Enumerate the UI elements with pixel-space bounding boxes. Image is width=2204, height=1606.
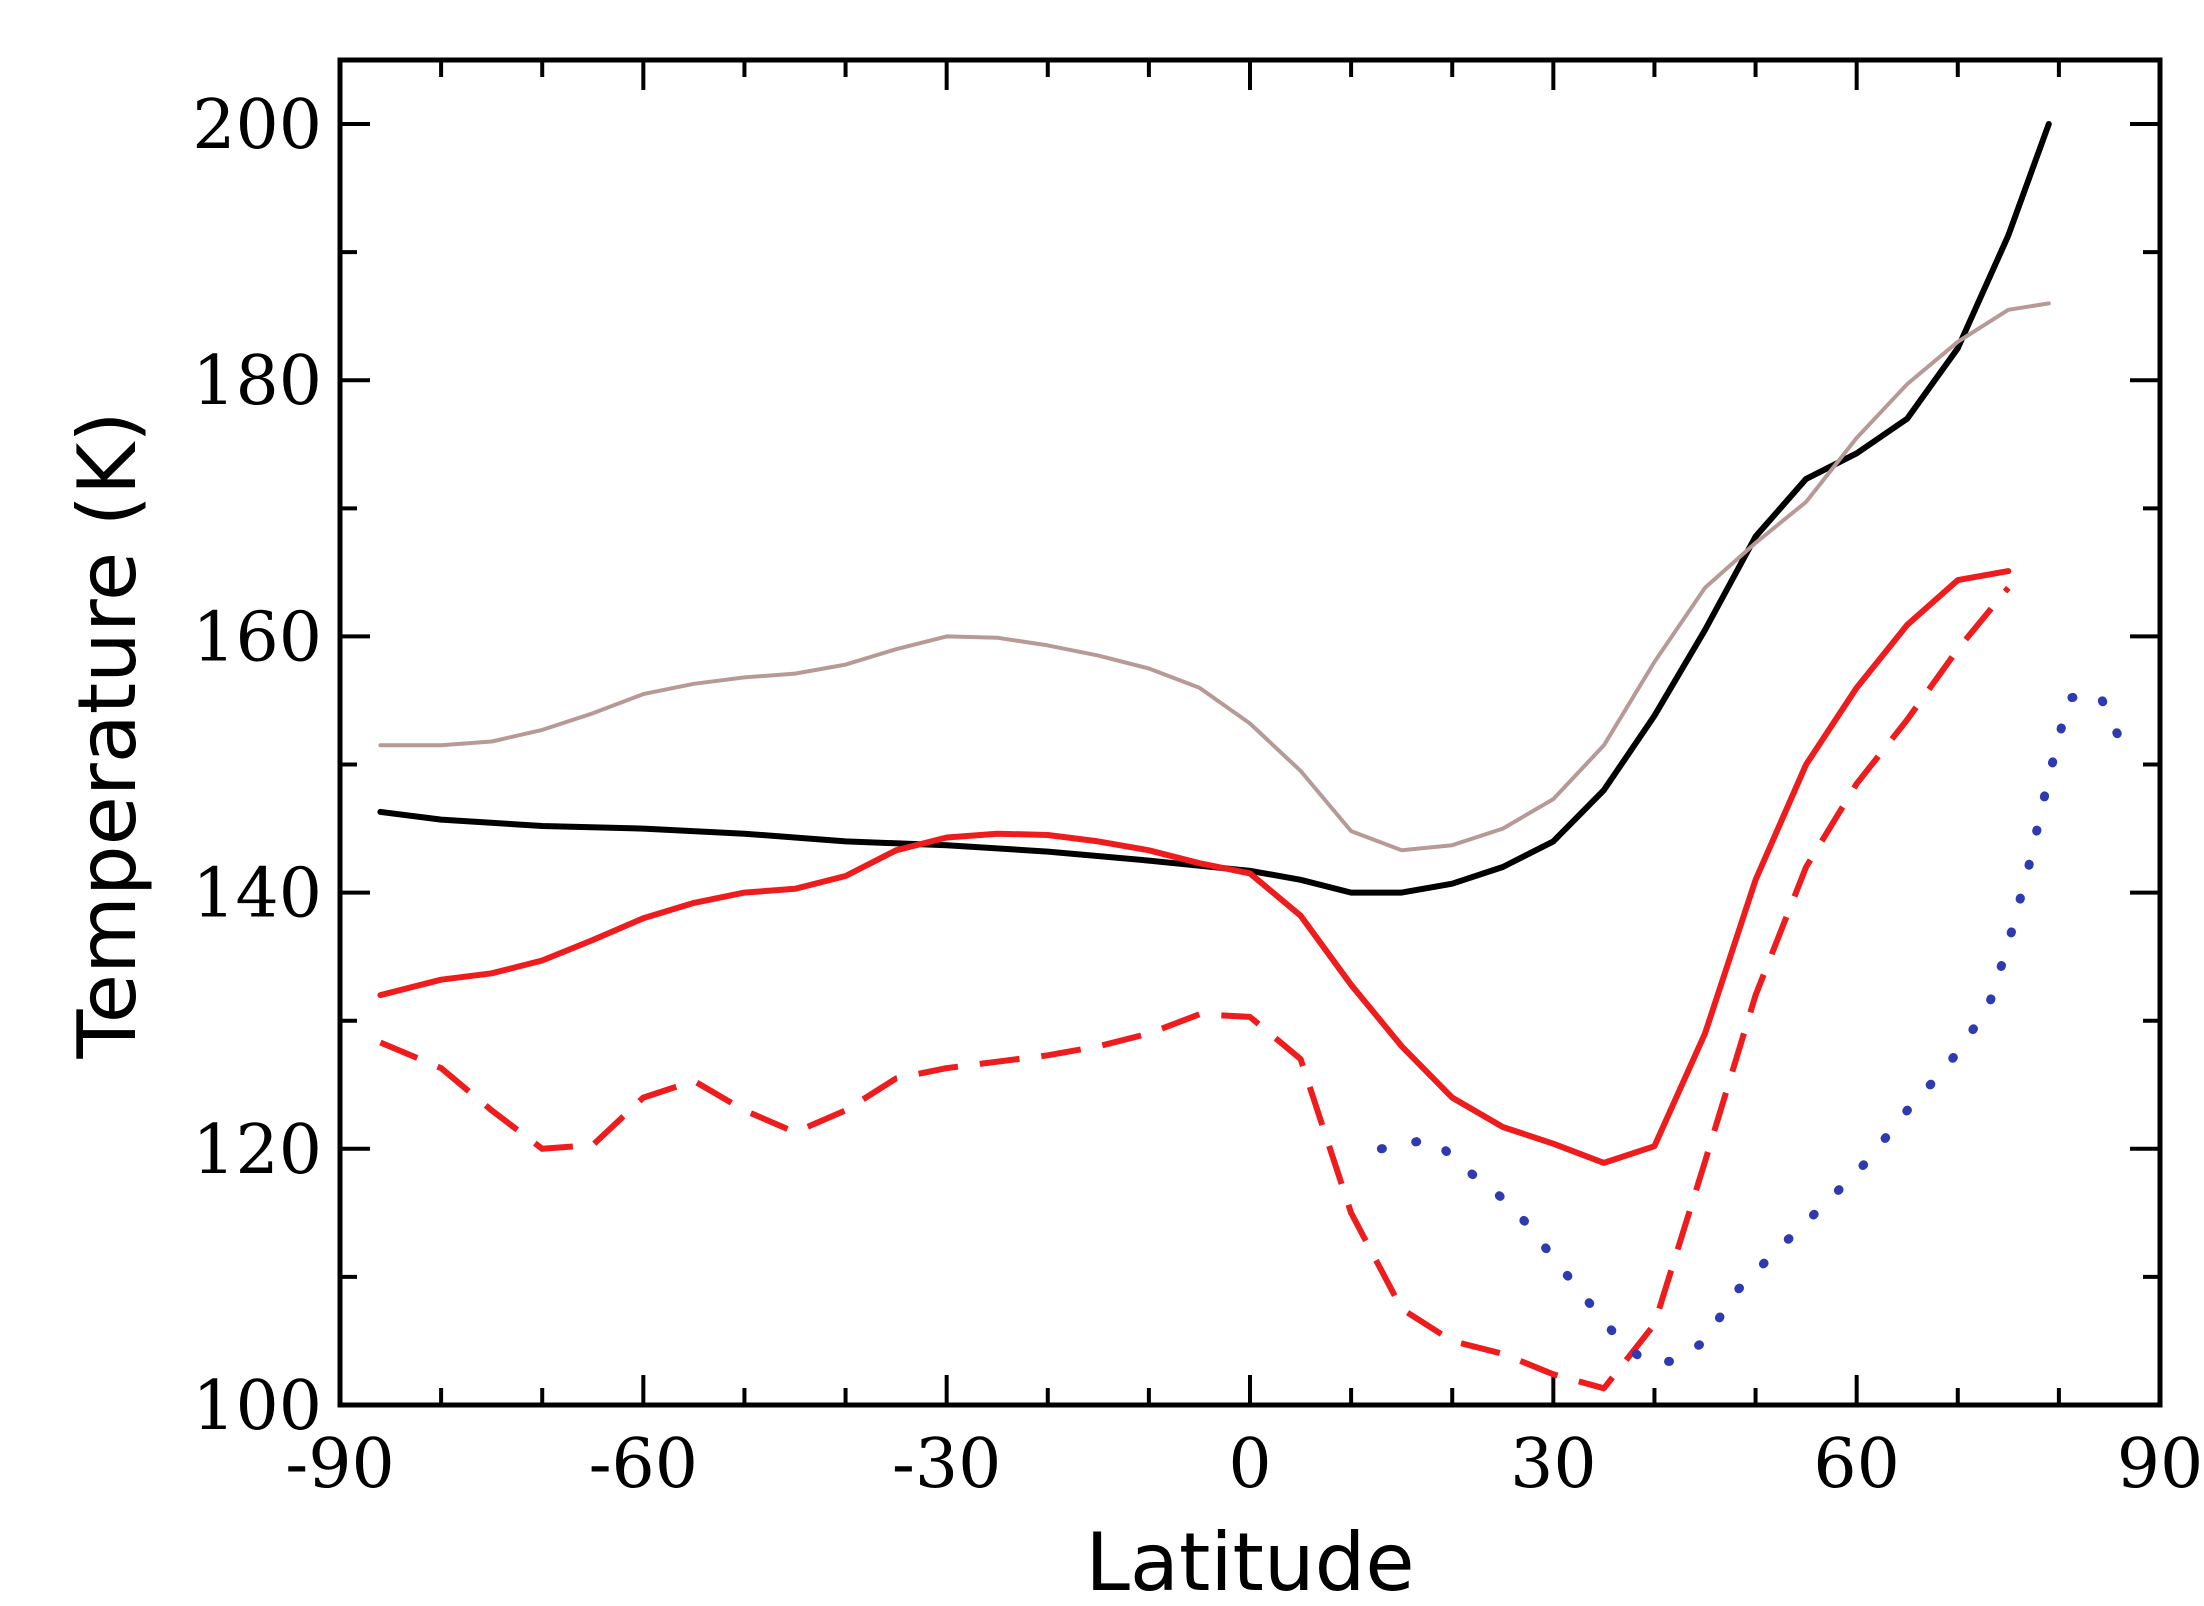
y-tick-label: 180 [192, 342, 322, 421]
x-tick-label: -60 [589, 1425, 699, 1504]
plot-frame [337, 57, 2163, 1408]
y-tick-label: 120 [192, 1111, 322, 1190]
x-tick-label: 30 [1510, 1425, 1597, 1504]
x-tick-labels: -90 -60 -30 0 30 60 90 [285, 1425, 2203, 1504]
y-tick-label: 100 [192, 1367, 322, 1446]
x-axis-title: Latitude [1085, 1516, 1414, 1606]
tick-marks [338, 60, 2162, 1407]
y-tick-label: 160 [192, 598, 322, 677]
y-tick-labels: 100 120 140 160 180 200 [192, 86, 322, 1446]
y-axis-title: Temperature (K) [61, 411, 154, 1059]
series-layer [377, 121, 2125, 1392]
series-line-blue-dotted [1376, 689, 2125, 1366]
series-line-red-dashed [379, 585, 2011, 1392]
x-tick-label: -30 [892, 1425, 1002, 1504]
x-tick-label: -90 [285, 1425, 395, 1504]
series-line-red-solid [377, 568, 2012, 1166]
x-tick-label: 90 [2117, 1425, 2204, 1504]
series-line-black-solid [377, 121, 2052, 896]
series-line-tan-solid [378, 301, 2051, 853]
x-tick-label: 0 [1228, 1425, 1271, 1504]
y-tick-label: 140 [192, 855, 322, 934]
y-tick-label: 200 [192, 86, 322, 165]
x-tick-label: 60 [1813, 1425, 1900, 1504]
